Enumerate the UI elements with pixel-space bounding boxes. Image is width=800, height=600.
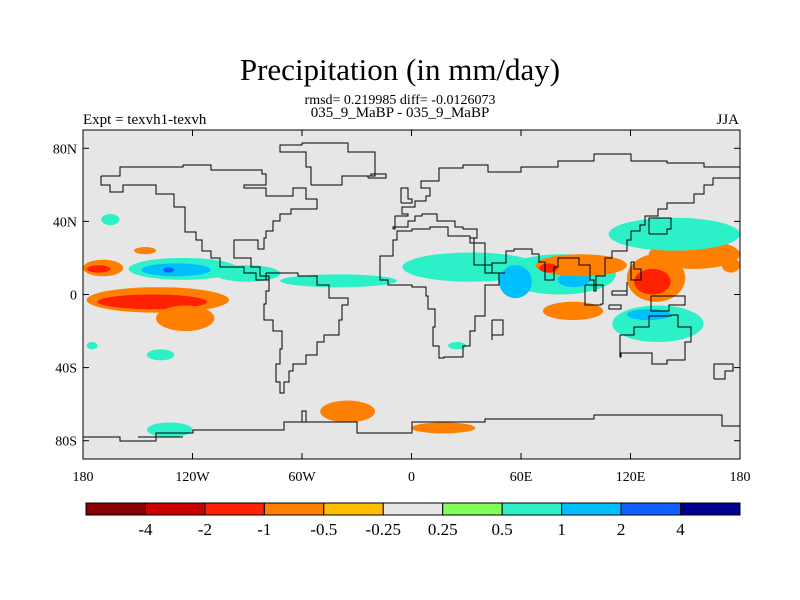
- anomaly-region-1: [86, 265, 111, 273]
- x-axis: 180 120W 60W 0 60E 120E 180: [73, 130, 751, 485]
- anomaly-region-23: [608, 217, 740, 251]
- colorbar-label-5: 0.25: [428, 520, 458, 539]
- x-tick-label-1: 120W: [175, 470, 210, 485]
- anomaly-region-26: [146, 349, 175, 361]
- x-tick-label-2: 60W: [288, 470, 316, 485]
- colorbar-label-7: 1: [557, 520, 566, 539]
- colorbar-label-6: 0.5: [492, 520, 513, 539]
- coastline-11: [630, 261, 642, 281]
- colorbar-box-2: [204, 502, 265, 516]
- colorbar-label-3: -0.5: [310, 520, 337, 539]
- colorbar-label-2: -1: [257, 520, 271, 539]
- anomaly-region-30: [448, 342, 467, 350]
- colorbar-label-0: -4: [138, 520, 153, 539]
- colorbar-label-4: -0.25: [366, 520, 401, 539]
- anomaly-region-13: [499, 265, 532, 299]
- chart-title: Precipitation (in mm/day): [239, 52, 561, 87]
- y-tick-label-4: 80S: [55, 435, 77, 450]
- colorbar-box-4: [323, 502, 384, 516]
- coastline-2: [279, 142, 376, 186]
- y-axis: 80N 40N 0 40S 80S: [53, 142, 740, 450]
- x-tick-label-0: 180: [73, 470, 94, 485]
- coastline-14: [367, 173, 387, 179]
- coastline-10: [650, 295, 686, 312]
- anomaly-region-14: [557, 272, 591, 288]
- anomaly-region-10: [280, 274, 397, 288]
- anomaly-region-19: [542, 301, 604, 321]
- anomaly-region-8: [163, 267, 175, 273]
- anomaly-region-27: [320, 400, 375, 423]
- coastline-12: [648, 217, 672, 235]
- colorbar-box-3: [263, 502, 325, 516]
- coastline-13: [400, 187, 413, 204]
- coastline-9: [611, 282, 628, 296]
- anomaly-region-25: [101, 214, 120, 226]
- coastline-15: [713, 363, 734, 380]
- coastline-1: [263, 272, 349, 394]
- y-tick-label-2: 0: [70, 289, 77, 304]
- anomaly-region-18: [634, 268, 671, 295]
- anomaly-region-16: [539, 263, 558, 273]
- coastline-5: [491, 319, 504, 340]
- y-tick-label-3: 40S: [55, 362, 77, 377]
- coastline-8: [608, 304, 622, 310]
- x-tick-label-4: 60E: [510, 470, 533, 485]
- colorbar-label-8: 2: [617, 520, 626, 539]
- colorbar-box-1: [144, 502, 206, 516]
- colorbar-box-9: [620, 502, 682, 516]
- coastline-0: [100, 164, 318, 281]
- anomaly-region-24: [721, 257, 740, 273]
- coastlines: [83, 142, 740, 442]
- anomaly-region-7: [141, 263, 211, 277]
- colorbar-box-8: [561, 502, 622, 516]
- y-tick-label-1: 40N: [53, 215, 77, 230]
- colorbar-label-1: -2: [198, 520, 212, 539]
- anomaly-region-4: [97, 294, 208, 310]
- x-tick-label-5: 120E: [616, 470, 646, 485]
- anomaly-region-21: [626, 309, 671, 321]
- colorbar-box-0: [85, 502, 146, 516]
- anomaly-region-28: [411, 422, 476, 434]
- coastline-4: [379, 226, 505, 359]
- coastline-6: [619, 314, 692, 365]
- x-tick-label-3: 0: [408, 470, 415, 485]
- chart-subtitle-statistics: rmsd= 0.219985 diff= -0.0126073: [304, 93, 496, 108]
- y-tick-label-0: 80N: [53, 142, 77, 157]
- colorbar-box-7: [501, 502, 563, 516]
- coastline-7: [584, 284, 604, 306]
- colorbar-box-10: [680, 502, 741, 516]
- season-label: JJA: [716, 112, 739, 128]
- colorbar-label-9: 4: [676, 520, 685, 539]
- colorbar-box-5: [382, 502, 444, 516]
- colorbar-box-6: [442, 502, 503, 516]
- anomaly-region-31: [86, 342, 98, 350]
- experiment-label: Expt = texvh1-texvh: [83, 112, 207, 128]
- colorbar: -4 -2 -1 -0.5 -0.25 0.25 0.5 1 2 4: [85, 502, 741, 539]
- coastline-16: [83, 410, 740, 442]
- anomaly-region-5: [156, 305, 215, 332]
- x-tick-label-6: 180: [730, 470, 751, 485]
- chart-subtitle-experiments: 035_9_MaBP - 035_9_MaBP: [310, 105, 490, 121]
- anomaly-region-2: [134, 246, 156, 255]
- anomaly-region-29: [146, 422, 193, 438]
